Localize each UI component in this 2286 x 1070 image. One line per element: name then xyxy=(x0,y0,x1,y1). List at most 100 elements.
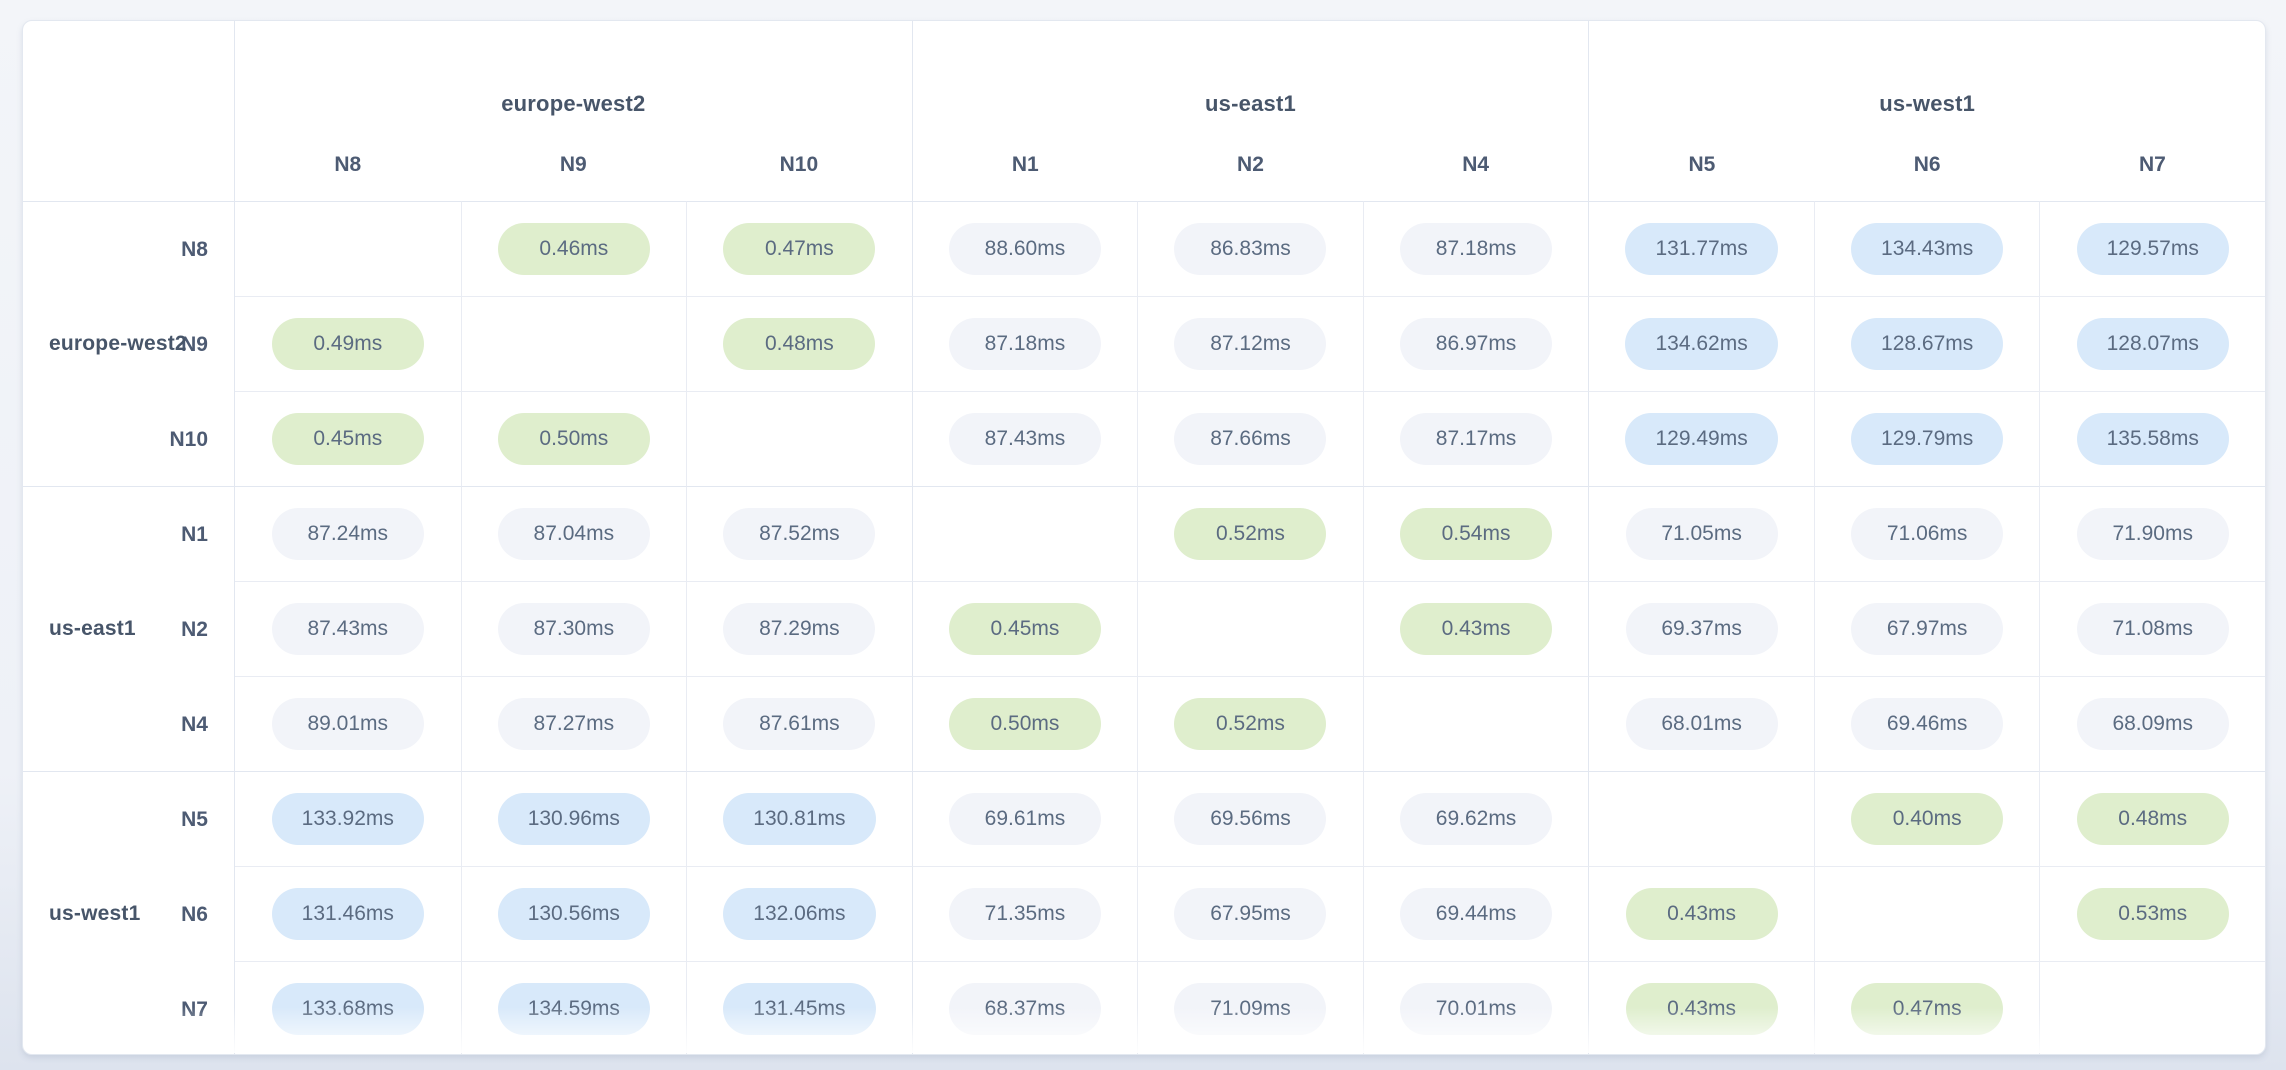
latency-pill[interactable]: 86.83ms xyxy=(1174,223,1327,275)
latency-pill[interactable]: 0.45ms xyxy=(271,413,424,465)
latency-pill[interactable]: 69.56ms xyxy=(1174,793,1327,845)
latency-pill[interactable]: 71.09ms xyxy=(1174,983,1327,1035)
latency-pill[interactable]: 71.90ms xyxy=(2076,508,2229,560)
latency-pill[interactable]: 134.59ms xyxy=(497,983,650,1035)
row-node-label: N8 xyxy=(181,237,208,261)
latency-pill[interactable]: 88.60ms xyxy=(948,223,1101,275)
latency-pill[interactable]: 129.79ms xyxy=(1851,413,2004,465)
column-node-label: N6 xyxy=(1913,153,1941,176)
latency-pill[interactable]: 129.57ms xyxy=(2076,223,2229,275)
latency-pill[interactable]: 87.43ms xyxy=(948,413,1101,465)
latency-pill[interactable]: 71.05ms xyxy=(1625,508,1778,560)
matrix-cell: 0.52ms xyxy=(1137,676,1363,771)
latency-pill[interactable]: 87.18ms xyxy=(948,318,1101,370)
matrix-cell: 67.97ms xyxy=(1813,581,2040,676)
latency-pill[interactable]: 87.18ms xyxy=(1400,223,1553,275)
row-group-label-cell: us-east1 N1 N2 N4 xyxy=(23,486,235,771)
latency-pill[interactable]: 133.92ms xyxy=(271,793,424,845)
latency-pill[interactable]: 135.58ms xyxy=(2076,413,2229,465)
latency-pill[interactable]: 130.96ms xyxy=(497,793,650,845)
column-node-label: N2 xyxy=(1237,153,1264,176)
latency-pill[interactable]: 87.12ms xyxy=(1174,318,1327,370)
latency-pill[interactable]: 67.95ms xyxy=(1174,888,1327,940)
latency-pill[interactable]: 68.09ms xyxy=(2076,698,2229,750)
latency-pill[interactable]: 0.43ms xyxy=(1400,603,1553,655)
latency-pill[interactable]: 131.77ms xyxy=(1625,223,1778,275)
matrix-cell: 89.01ms xyxy=(235,676,461,771)
column-group-header: europe-west2 N8 N9 N10 xyxy=(235,21,912,201)
latency-pill[interactable]: 133.68ms xyxy=(271,983,424,1035)
matrix-cell: 71.06ms xyxy=(1813,486,2040,581)
latency-pill[interactable]: 87.04ms xyxy=(497,508,650,560)
matrix-cell: 131.46ms xyxy=(235,866,461,961)
latency-pill[interactable]: 0.54ms xyxy=(1400,508,1553,560)
latency-pill[interactable]: 0.52ms xyxy=(1174,508,1327,560)
matrix-cell: 134.59ms xyxy=(460,961,687,1054)
matrix-cell: 0.53ms xyxy=(2039,866,2265,961)
latency-pill[interactable]: 87.27ms xyxy=(497,698,650,750)
latency-pill[interactable]: 131.45ms xyxy=(723,983,876,1035)
matrix-cell: 69.37ms xyxy=(1588,581,1814,676)
latency-pill[interactable]: 69.61ms xyxy=(948,793,1101,845)
latency-pill[interactable]: 87.30ms xyxy=(497,603,650,655)
latency-pill[interactable]: 130.56ms xyxy=(497,888,650,940)
latency-pill[interactable]: 69.44ms xyxy=(1400,888,1553,940)
latency-pill[interactable]: 89.01ms xyxy=(271,698,424,750)
latency-pill[interactable]: 0.46ms xyxy=(497,223,650,275)
latency-pill[interactable]: 128.67ms xyxy=(1851,318,2004,370)
latency-pill[interactable]: 0.52ms xyxy=(1174,698,1327,750)
matrix-cell-self xyxy=(1137,581,1363,676)
latency-pill[interactable]: 0.48ms xyxy=(723,318,876,370)
column-group-label: us-east1 xyxy=(1205,91,1296,116)
latency-pill[interactable]: 87.52ms xyxy=(723,508,876,560)
latency-pill[interactable]: 87.43ms xyxy=(271,603,424,655)
matrix-cell: 0.47ms xyxy=(1813,961,2040,1054)
column-group-header: us-west1 N5 N6 N7 xyxy=(1588,21,2265,201)
latency-pill[interactable]: 0.43ms xyxy=(1625,888,1778,940)
latency-pill[interactable]: 0.45ms xyxy=(948,603,1101,655)
latency-pill[interactable]: 87.66ms xyxy=(1174,413,1327,465)
latency-pill[interactable]: 68.37ms xyxy=(948,983,1101,1035)
latency-pill[interactable]: 71.35ms xyxy=(948,888,1101,940)
latency-pill[interactable]: 131.46ms xyxy=(271,888,424,940)
column-node-label: N4 xyxy=(1462,153,1490,176)
row-node-label: N1 xyxy=(181,522,208,546)
latency-pill[interactable]: 68.01ms xyxy=(1625,698,1778,750)
matrix-cell: 134.43ms xyxy=(1813,201,2040,296)
latency-pill[interactable]: 87.17ms xyxy=(1400,413,1553,465)
latency-pill[interactable]: 134.62ms xyxy=(1625,318,1778,370)
latency-pill[interactable]: 69.37ms xyxy=(1625,603,1778,655)
latency-pill[interactable]: 0.43ms xyxy=(1625,983,1778,1035)
latency-pill[interactable]: 71.08ms xyxy=(2076,603,2229,655)
latency-pill[interactable]: 132.06ms xyxy=(723,888,876,940)
latency-pill[interactable]: 0.47ms xyxy=(723,223,876,275)
matrix-cell: 86.83ms xyxy=(1137,201,1363,296)
latency-pill[interactable]: 0.49ms xyxy=(271,318,424,370)
latency-pill[interactable]: 86.97ms xyxy=(1400,318,1553,370)
latency-pill[interactable]: 128.07ms xyxy=(2076,318,2229,370)
row-group-label-cell: europe-west2 N8 N9 N10 xyxy=(23,201,235,486)
latency-pill[interactable]: 87.61ms xyxy=(723,698,876,750)
latency-pill[interactable]: 0.53ms xyxy=(2076,888,2229,940)
latency-pill[interactable]: 69.62ms xyxy=(1400,793,1553,845)
latency-pill[interactable]: 71.06ms xyxy=(1851,508,2004,560)
latency-pill[interactable]: 87.24ms xyxy=(271,508,424,560)
matrix-cell: 70.01ms xyxy=(1362,961,1589,1054)
latency-pill[interactable]: 70.01ms xyxy=(1400,983,1553,1035)
latency-pill[interactable]: 67.97ms xyxy=(1851,603,2004,655)
matrix-cell: 87.24ms xyxy=(235,486,461,581)
latency-pill[interactable]: 129.49ms xyxy=(1625,413,1778,465)
matrix-cell: 133.92ms xyxy=(235,771,461,866)
latency-pill[interactable]: 0.47ms xyxy=(1851,983,2004,1035)
latency-pill[interactable]: 69.46ms xyxy=(1851,698,2004,750)
matrix-cell-self xyxy=(1813,866,2040,961)
latency-pill[interactable]: 0.50ms xyxy=(497,413,650,465)
latency-pill[interactable]: 0.48ms xyxy=(2076,793,2229,845)
latency-matrix: europe-west2 N8 N9 N10 us-east1 N1 N2 N4 us-west… xyxy=(23,21,2265,1054)
latency-pill[interactable]: 0.40ms xyxy=(1851,793,2004,845)
latency-pill[interactable]: 0.50ms xyxy=(948,698,1101,750)
latency-pill[interactable]: 130.81ms xyxy=(723,793,876,845)
latency-pill[interactable]: 134.43ms xyxy=(1851,223,2004,275)
latency-pill[interactable]: 87.29ms xyxy=(723,603,876,655)
matrix-cell: 0.43ms xyxy=(1588,866,1814,961)
